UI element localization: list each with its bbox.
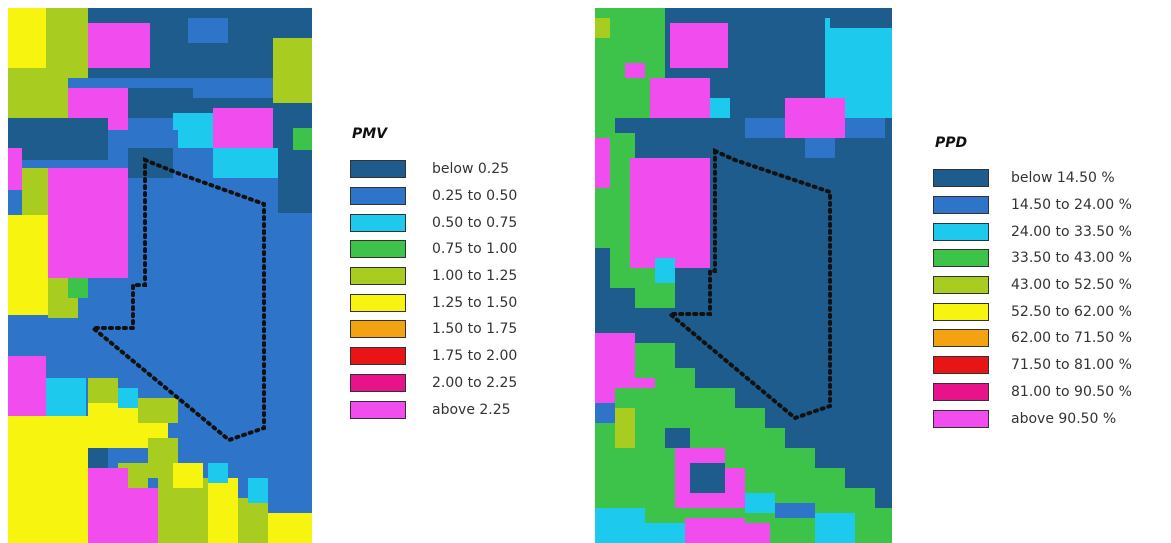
legend-swatch bbox=[933, 329, 989, 348]
legend-swatch bbox=[350, 187, 406, 206]
legend-swatch bbox=[933, 356, 989, 375]
legend-item: below 0.25 bbox=[350, 156, 517, 183]
legend-item: below 14.50 % bbox=[933, 165, 1132, 192]
legend-item: 14.50 to 24.00 % bbox=[933, 192, 1132, 219]
legend-swatch bbox=[933, 409, 989, 428]
legend-label: 1.75 to 2.00 bbox=[432, 348, 518, 365]
legend-item: 0.50 to 0.75 bbox=[350, 209, 517, 236]
legend-item: 0.75 to 1.00 bbox=[350, 236, 517, 263]
legend-swatch bbox=[350, 293, 406, 312]
legend-item: 1.25 to 1.50 bbox=[350, 289, 517, 316]
legend-label: above 90.50 % bbox=[1011, 410, 1117, 427]
legend-item: above 2.25 bbox=[350, 396, 517, 423]
legend-swatch bbox=[350, 240, 406, 259]
legend-label: 1.00 to 1.25 bbox=[432, 268, 518, 285]
legend-item: 1.50 to 1.75 bbox=[350, 316, 517, 343]
legend-swatch bbox=[933, 302, 989, 321]
legend-item: 71.50 to 81.00 % bbox=[933, 352, 1132, 379]
ppd-legend: PPD below 14.50 % 14.50 to 24.00 % 24.00 t… bbox=[933, 135, 1132, 432]
legend-label: 62.00 to 71.50 % bbox=[1011, 330, 1132, 347]
legend-swatch bbox=[933, 249, 989, 268]
legend-swatch bbox=[933, 196, 989, 215]
legend-label: 14.50 to 24.00 % bbox=[1011, 197, 1132, 214]
ppd-map bbox=[595, 8, 892, 543]
legend-swatch bbox=[350, 213, 406, 232]
legend-swatch bbox=[933, 169, 989, 188]
legend-label: 2.00 to 2.25 bbox=[432, 374, 518, 391]
legend-swatch bbox=[350, 160, 406, 179]
legend-item: 62.00 to 71.50 % bbox=[933, 325, 1132, 352]
legend-swatch bbox=[350, 400, 406, 419]
legend-swatch bbox=[933, 222, 989, 241]
legend-title: PPD bbox=[935, 135, 968, 151]
legend-item: above 90.50 % bbox=[933, 405, 1132, 432]
legend-swatch bbox=[350, 320, 406, 339]
legend-swatch bbox=[350, 347, 406, 366]
legend-label: below 14.50 % bbox=[1011, 170, 1115, 187]
legend-swatch bbox=[933, 276, 989, 295]
pmv-legend: PMV below 0.25 0.25 to 0.50 0.50 to 0.75 0.… bbox=[350, 126, 517, 423]
legend-swatch bbox=[350, 267, 406, 286]
legend-label: 81.00 to 90.50 % bbox=[1011, 383, 1132, 400]
legend-label: 43.00 to 52.50 % bbox=[1011, 277, 1132, 294]
legend-label: 33.50 to 43.00 % bbox=[1011, 250, 1132, 267]
legend-label: 52.50 to 62.00 % bbox=[1011, 303, 1132, 320]
legend-item: 0.25 to 0.50 bbox=[350, 183, 517, 210]
legend-item: 1.00 to 1.25 bbox=[350, 263, 517, 290]
pmv-map bbox=[8, 8, 312, 543]
legend-label: 1.50 to 1.75 bbox=[432, 321, 518, 338]
legend-swatch bbox=[933, 382, 989, 401]
legend-label: above 2.25 bbox=[432, 401, 511, 418]
legend-label: 0.25 to 0.50 bbox=[432, 188, 518, 205]
legend-item: 43.00 to 52.50 % bbox=[933, 272, 1132, 299]
legend-label: 0.50 to 0.75 bbox=[432, 214, 518, 231]
legend-item: 33.50 to 43.00 % bbox=[933, 245, 1132, 272]
legend-item: 52.50 to 62.00 % bbox=[933, 298, 1132, 325]
legend-item: 1.75 to 2.00 bbox=[350, 343, 517, 370]
legend-label: 1.25 to 1.50 bbox=[432, 294, 518, 311]
legend-label: 71.50 to 81.00 % bbox=[1011, 357, 1132, 374]
legend-label: 24.00 to 33.50 % bbox=[1011, 223, 1132, 240]
legend-label: 0.75 to 1.00 bbox=[432, 241, 518, 258]
legend-item: 2.00 to 2.25 bbox=[350, 370, 517, 397]
legend-label: below 0.25 bbox=[432, 161, 510, 178]
legend-item: 81.00 to 90.50 % bbox=[933, 379, 1132, 406]
legend-swatch bbox=[350, 373, 406, 392]
legend-title: PMV bbox=[352, 126, 388, 142]
legend-item: 24.00 to 33.50 % bbox=[933, 218, 1132, 245]
